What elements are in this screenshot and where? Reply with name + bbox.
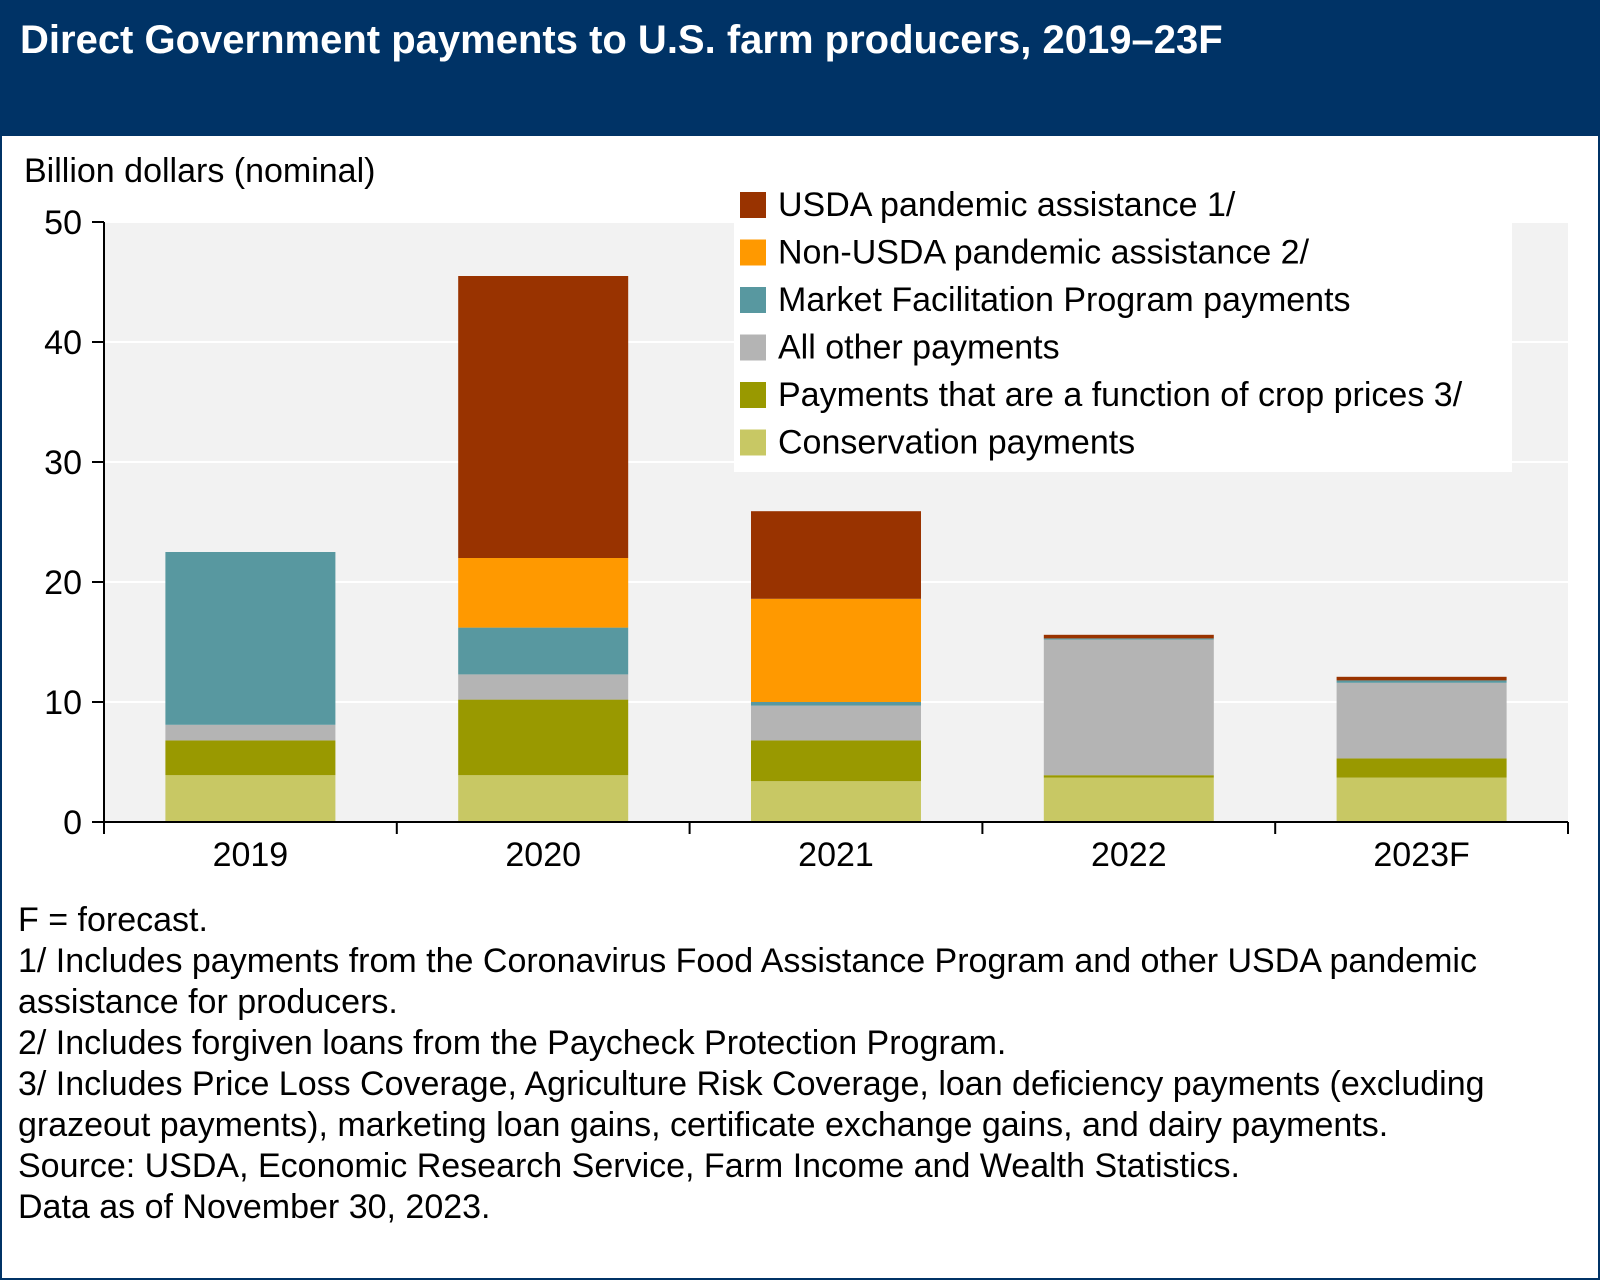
bar-segment	[165, 740, 336, 776]
bar-segment	[751, 511, 921, 599]
x-tick-label: 2021	[798, 836, 874, 874]
bar-segment	[1043, 634, 1214, 639]
legend-swatch	[740, 334, 766, 361]
stacked-bar-chart: Billion dollars (nominal) 0 10 20 30 40 50 2019…	[24, 152, 1569, 874]
legend-swatch	[740, 192, 766, 218]
bar-segment	[751, 702, 921, 706]
bar-segment	[458, 699, 629, 776]
bar-segment	[458, 627, 629, 675]
y-tick-label: 10	[44, 684, 82, 722]
source-note: Source: USDA, Economic Research Service,…	[18, 1147, 1240, 1185]
legend-label: USDA pandemic assistance 1/	[778, 186, 1236, 224]
legend-label: Payments that are a function of crop pri…	[778, 376, 1463, 414]
legend-swatch	[740, 382, 766, 408]
x-tick-label: 2019	[213, 836, 289, 874]
chart-title: Direct Government payments to U.S. farm …	[20, 18, 1223, 62]
bar-segment	[165, 775, 336, 822]
y-tick-label: 40	[44, 324, 82, 362]
bar-segment	[458, 674, 629, 700]
legend-swatch	[740, 287, 766, 313]
legend-swatch	[740, 429, 766, 456]
y-tick-label: 50	[44, 204, 82, 242]
bar-segment	[165, 724, 336, 741]
bar-segment	[1336, 676, 1507, 681]
footnote-1: 1/ Includes payments from the Coronaviru…	[18, 942, 1477, 1021]
x-tick-label: 2022	[1091, 836, 1167, 874]
legend-label: All other payments	[778, 329, 1060, 367]
bar-segment	[458, 558, 629, 628]
legend-label: Conservation payments	[778, 424, 1135, 462]
bar-segment	[1043, 777, 1214, 822]
footnote-forecast: F = forecast.	[18, 901, 208, 939]
bar-segment	[1043, 775, 1214, 778]
bar-segment	[1043, 638, 1214, 640]
bar-segment	[751, 781, 921, 822]
legend-swatch	[740, 239, 766, 266]
legend-label: Non-USDA pandemic assistance 2/	[778, 234, 1310, 272]
bar-segment	[1336, 777, 1507, 822]
bar-segment	[1043, 639, 1214, 776]
footnotes: F = forecast. 1/ Includes payments from …	[18, 900, 1578, 1228]
y-axis-label: Billion dollars (nominal)	[24, 152, 375, 190]
x-tick-label: 2020	[505, 836, 581, 874]
bar-segment	[1336, 758, 1507, 778]
footnote-2: 2/ Includes forgiven loans from the Payc…	[18, 1024, 1007, 1062]
bar-segment	[751, 740, 921, 782]
bar-segment	[458, 775, 629, 822]
x-tick-label: 2023F	[1373, 836, 1469, 874]
data-date-note: Data as of November 30, 2023.	[18, 1188, 491, 1226]
legend-label: Market Facilitation Program payments	[778, 281, 1351, 319]
legend-box	[734, 180, 1512, 472]
bar-segment	[1336, 682, 1507, 759]
y-tick-label: 20	[44, 564, 82, 602]
bar-segment	[165, 552, 336, 725]
y-tick-label: 0	[63, 804, 82, 842]
footnote-3: 3/ Includes Price Loss Coverage, Agricul…	[18, 1065, 1485, 1144]
title-bar: Direct Government payments to U.S. farm …	[2, 2, 1598, 136]
bar-segment	[458, 276, 629, 558]
bar-segment	[1336, 680, 1507, 683]
y-tick-label: 30	[44, 444, 82, 482]
bar-segment	[751, 705, 921, 741]
bar-segment	[751, 598, 921, 702]
